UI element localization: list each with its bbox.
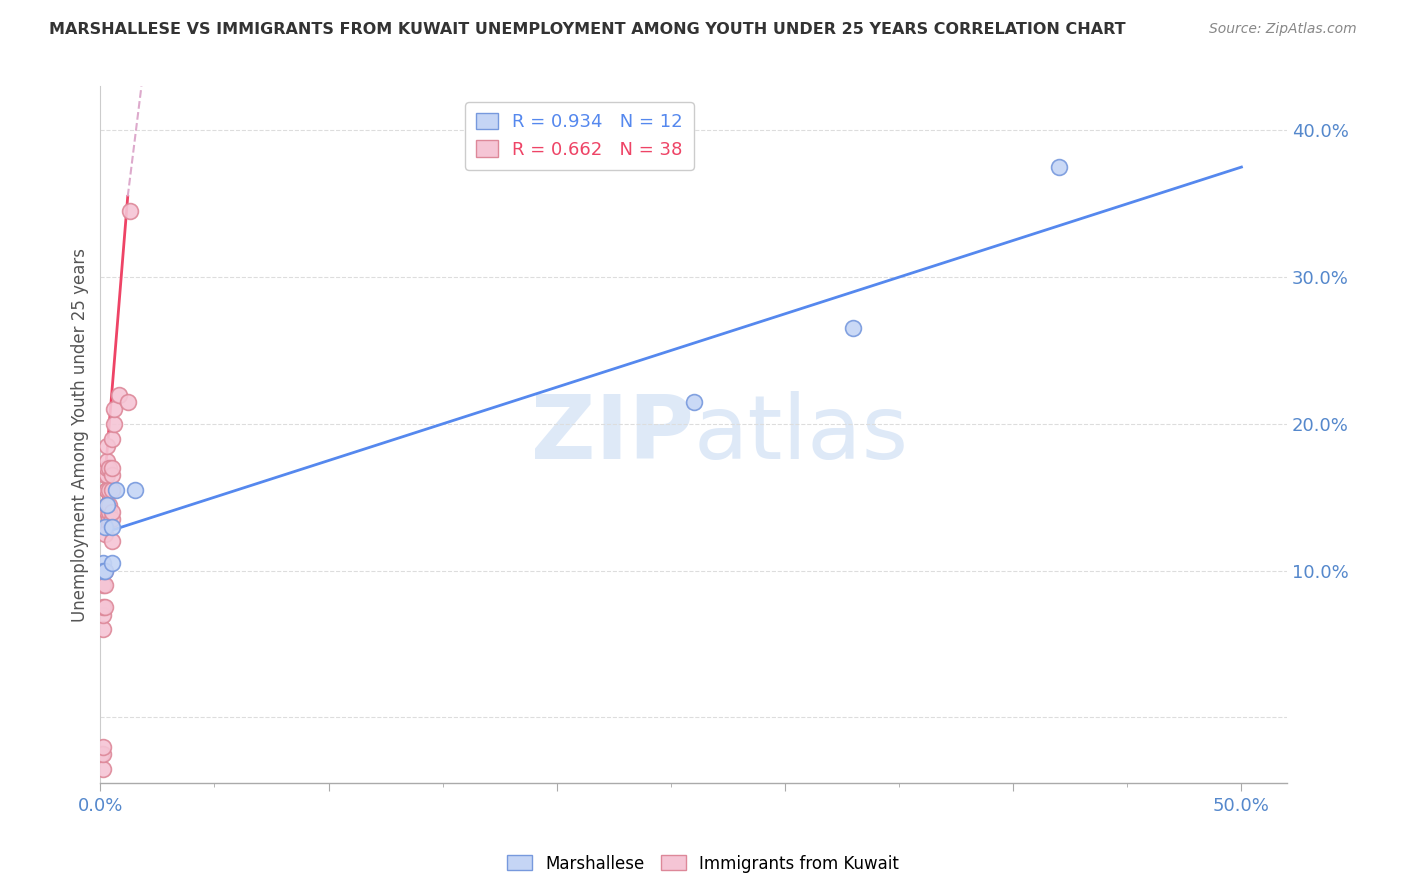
Point <box>94 468 117 483</box>
Point <box>91 747 114 761</box>
Point <box>100 556 122 570</box>
Text: ZIP: ZIP <box>531 392 693 478</box>
Point <box>96 498 118 512</box>
Point <box>94 519 117 533</box>
Point <box>100 512 122 526</box>
Point <box>842 321 865 335</box>
Point <box>100 432 122 446</box>
Point <box>96 483 118 497</box>
Point <box>117 395 139 409</box>
Point <box>96 505 118 519</box>
Point <box>100 468 122 483</box>
Point <box>103 417 125 431</box>
Point <box>98 505 121 519</box>
Point <box>682 395 704 409</box>
Point <box>1047 160 1070 174</box>
Point <box>100 483 122 497</box>
Point <box>98 461 121 475</box>
Legend: R = 0.934   N = 12, R = 0.662   N = 38: R = 0.934 N = 12, R = 0.662 N = 38 <box>465 103 693 169</box>
Point <box>100 461 122 475</box>
Point <box>91 739 114 754</box>
Point <box>96 461 118 475</box>
Point <box>96 468 118 483</box>
Point <box>90 747 112 761</box>
Point <box>96 439 118 453</box>
Point <box>94 578 117 592</box>
Point <box>98 483 121 497</box>
Y-axis label: Unemployment Among Youth under 25 years: Unemployment Among Youth under 25 years <box>72 248 89 622</box>
Point <box>103 402 125 417</box>
Point <box>91 622 114 636</box>
Point <box>100 519 122 533</box>
Point <box>94 564 117 578</box>
Point <box>91 578 114 592</box>
Point <box>96 498 118 512</box>
Point <box>100 534 122 549</box>
Text: Source: ZipAtlas.com: Source: ZipAtlas.com <box>1209 22 1357 37</box>
Point <box>91 762 114 776</box>
Point <box>91 556 114 570</box>
Point <box>94 564 117 578</box>
Point <box>91 607 114 622</box>
Legend: Marshallese, Immigrants from Kuwait: Marshallese, Immigrants from Kuwait <box>501 848 905 880</box>
Point <box>91 600 114 615</box>
Point <box>98 498 121 512</box>
Point <box>98 512 121 526</box>
Point <box>100 505 122 519</box>
Point <box>94 600 117 615</box>
Point <box>107 387 129 401</box>
Point <box>105 483 128 497</box>
Point <box>91 564 114 578</box>
Point <box>96 483 118 497</box>
Point <box>96 453 118 467</box>
Text: atlas: atlas <box>693 392 908 478</box>
Point <box>118 204 141 219</box>
Text: MARSHALLESE VS IMMIGRANTS FROM KUWAIT UNEMPLOYMENT AMONG YOUTH UNDER 25 YEARS CO: MARSHALLESE VS IMMIGRANTS FROM KUWAIT UN… <box>49 22 1126 37</box>
Point <box>94 527 117 541</box>
Point <box>124 483 146 497</box>
